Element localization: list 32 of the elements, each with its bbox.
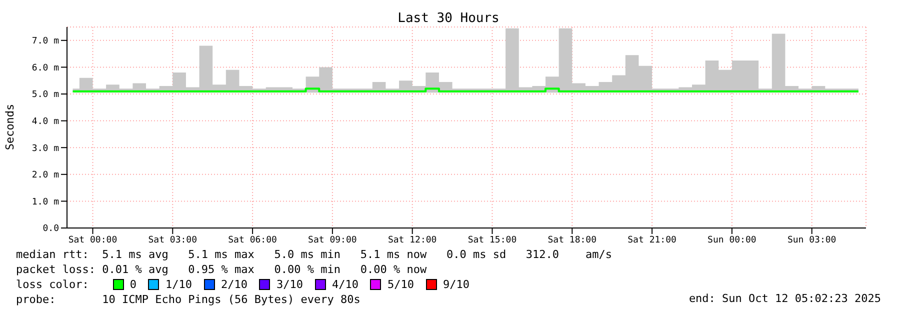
y-tick-label: 3.0 m — [32, 144, 59, 154]
text: 5/10 — [387, 277, 414, 292]
x-tick-label: Sat 06:00 — [228, 235, 277, 246]
x-tick-label: Sat 21:00 — [628, 235, 676, 246]
x-tick-label: Sun 00:00 — [708, 235, 756, 246]
text: probe: 10 ICMP Echo Pings (56 Bytes) every 80s — [16, 292, 362, 307]
y-axis-title: Seconds — [4, 104, 16, 150]
x-tick-label: Sat 03:00 — [148, 235, 198, 246]
x-tick-label: Sun 03:00 — [787, 235, 836, 246]
y-tick-label: 6.0 m — [32, 63, 59, 74]
text: median rtt: 5.1 ms avg 5.1 ms max 5.0 ms min 5.1 ms now 0.0 ms sd 312.0 am/s — [16, 247, 612, 262]
text: end: Sun Oct 12 05:02:23 2025 — [688, 292, 881, 305]
x-tick-label: Sat 09:00 — [308, 235, 357, 246]
text: packet loss: 0.01 % avg 0.95 % max 0.00 % min 0.00 % now — [16, 262, 428, 277]
y-tick-label: 5.0 m — [32, 90, 59, 100]
x-tick-label: Sat 18:00 — [548, 235, 597, 246]
y-tick-label: 1.0 m — [32, 197, 59, 208]
text: loss color: — [16, 277, 89, 292]
y-tick-label: 7.0 m — [32, 36, 59, 47]
text: 4/10 — [332, 277, 358, 292]
text: 2/10 — [220, 277, 248, 292]
x-tick-label: Sat 15:00 — [468, 235, 517, 246]
y-tick-label: 0.0 — [42, 224, 59, 234]
text: 1/10 — [165, 277, 192, 292]
y-tick-label: 4.0 m — [32, 116, 59, 127]
chart-title: Last 30 Hours — [396, 11, 500, 26]
text: 9/10 — [442, 277, 470, 292]
x-tick-label: Sat 12:00 — [388, 235, 437, 246]
text: 0 — [130, 277, 136, 292]
x-tick-label: Sat 00:00 — [68, 235, 118, 246]
text: 3/10 — [276, 277, 303, 292]
y-tick-label: 2.0 m — [32, 170, 59, 181]
